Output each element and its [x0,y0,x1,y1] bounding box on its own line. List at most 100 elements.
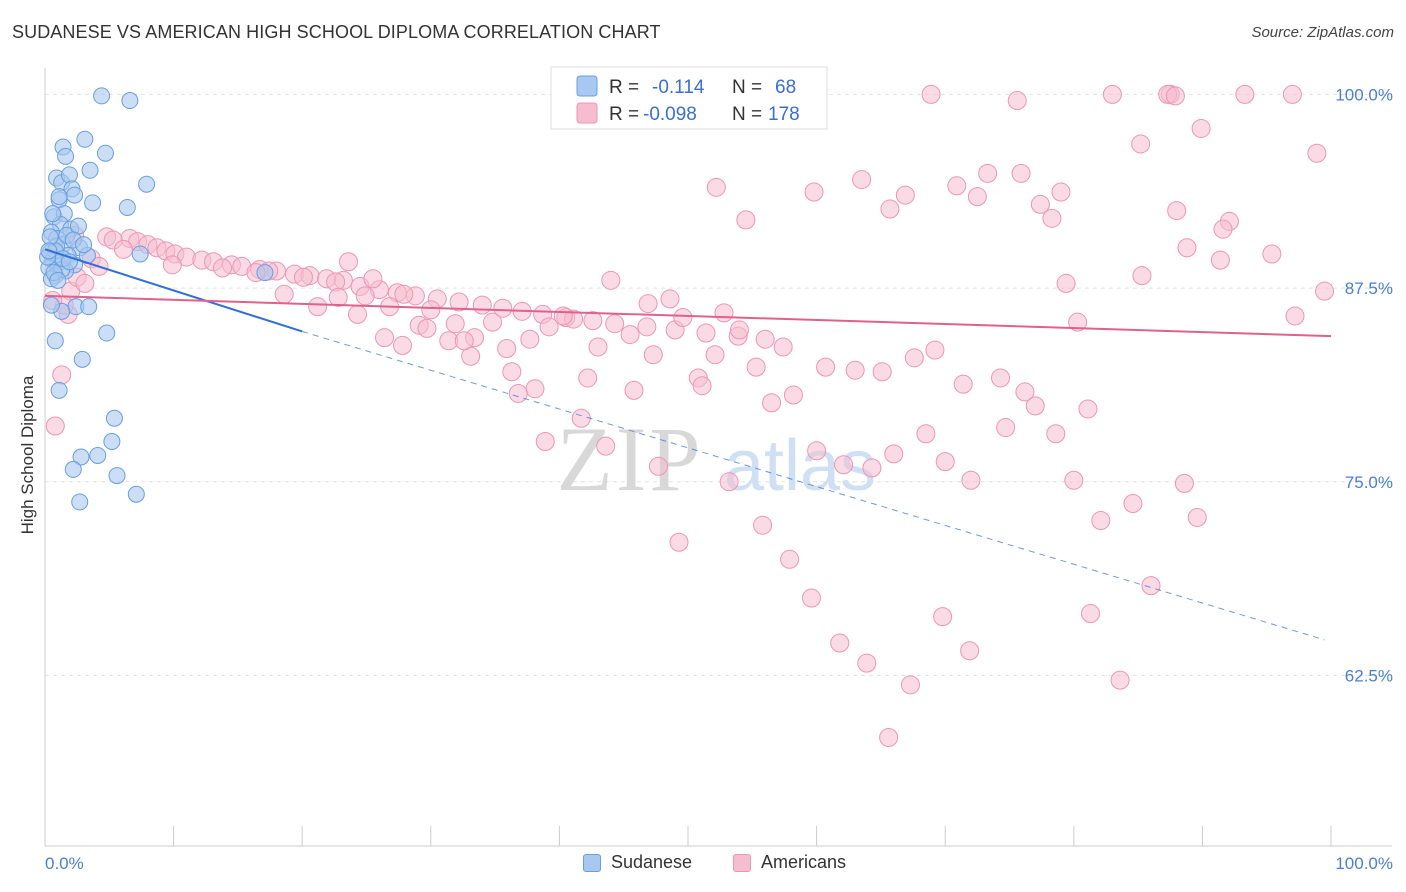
americans-point [578,368,598,388]
americans-point [338,252,358,272]
sudanese-point [96,144,114,162]
americans-point [417,318,437,338]
americans-point [719,472,739,492]
americans-point [961,470,981,490]
americans-point [1131,134,1151,154]
sudanese-point [138,175,156,193]
americans-point [375,328,395,348]
americans-point [1213,219,1233,239]
americans-point [293,267,313,287]
americans-point [705,345,725,365]
americans-point [816,357,836,377]
americans-point [1235,84,1255,104]
legend-swatch-sudanese [576,75,598,97]
americans-point [1174,473,1194,493]
sudanese-point [60,166,78,184]
americans-point [801,588,821,608]
gridlines [45,93,1392,677]
sudanese-point [64,460,82,478]
americans-point [857,653,877,673]
americans-point [583,311,603,331]
sudanese-point [80,298,98,316]
sudanese-point [93,87,111,105]
americans-point [967,187,987,207]
americans-point [520,329,540,349]
chart-title: SUDANESE VS AMERICAN HIGH SCHOOL DIPLOMA… [12,22,661,42]
americans-point [1068,312,1088,332]
americans-point [895,185,915,205]
americans-point [1030,194,1050,214]
americans-point [1191,118,1211,138]
americans-point [1315,281,1335,301]
americans-point [638,294,658,314]
americans-point [502,362,522,382]
americans-point [935,452,955,472]
sudanese-point [76,130,94,148]
americans-point [1051,182,1071,202]
americans-point [960,641,980,661]
legend-r-value-1: -0.114 [652,77,705,98]
americans-point [1046,424,1066,444]
americans-point [571,408,591,428]
sudanese-point [84,194,102,212]
americans-point [780,549,800,569]
legend-swatch-sudanese-bottom [583,853,601,872]
americans-point [696,323,716,343]
legend-r-label-1: R = [609,77,639,98]
sudanese-point [127,485,145,503]
americans-point [539,317,559,337]
americans-point [113,239,133,259]
americans-point [596,436,616,456]
legend-n-label-2: N = [732,104,762,125]
americans-point [845,360,865,380]
americans-point [493,298,513,318]
legend-item-americans[interactable]: Americans [733,852,846,873]
legend-swatch-americans-bottom [733,853,751,872]
americans-point [862,458,882,478]
legend-n-value-1: 68 [775,77,796,98]
sudanese-point [73,350,91,368]
americans-point [274,284,294,304]
americans-point [326,272,346,292]
sudanese-trend-extension [302,330,1325,641]
americans-point [1042,208,1062,228]
americans-point [328,287,348,307]
americans-point [1015,382,1035,402]
americans-point [783,385,803,405]
americans-point [449,292,469,312]
americans-point [1262,244,1282,264]
americans-point [1007,91,1027,111]
americans-point [637,317,657,337]
americans-point [52,365,72,385]
source-label: Source: ZipAtlas.com [1251,24,1394,41]
americans-point [1141,576,1161,596]
americans-point [1025,396,1045,416]
americans-point [601,270,621,290]
americans-point [753,515,773,535]
y-tick-label: 75.0% [1345,473,1393,492]
americans-point [212,258,232,278]
americans-point [1187,507,1207,527]
americans-point [755,329,775,349]
sudanese-point [81,161,99,179]
americans-point [807,441,827,461]
x-tick-max: 100.0% [1335,854,1393,873]
americans-point [953,374,973,394]
sudanese-point [103,433,121,451]
sudanese-point [44,205,62,223]
sudanese-point [131,245,149,263]
americans-point [669,532,689,552]
sudanese-point [118,198,136,216]
americans-point [773,337,793,357]
americans-point [884,444,904,464]
americans-point [393,335,413,355]
americans-point [553,306,573,326]
americans-point [1110,670,1130,690]
y-tick-label: 62.5% [1345,667,1393,686]
americans-point [1167,201,1187,221]
legend-item-sudanese[interactable]: Sudanese [583,852,692,873]
americans-trend-line [44,294,1332,338]
sudanese-point [75,236,93,254]
americans-point [508,383,528,403]
